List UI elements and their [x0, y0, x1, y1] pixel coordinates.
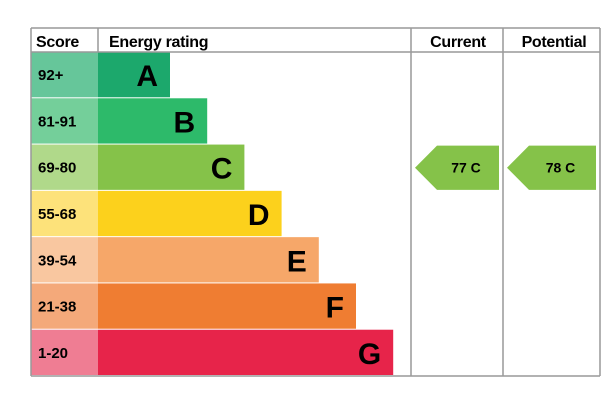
band-bar-f [98, 283, 356, 329]
energy-rating-header: Energy rating [109, 34, 208, 51]
score-range-d: 55-68 [38, 206, 76, 223]
potential-rating-label: 78 C [546, 160, 576, 176]
band-bar-c [98, 144, 245, 190]
band-letter-a: A [136, 60, 158, 93]
score-header: Score [36, 34, 79, 51]
band-letter-g: G [358, 338, 381, 371]
rating-indicators: 77 C 78 C [415, 145, 596, 190]
score-range-a: 92+ [38, 67, 64, 84]
score-range-f: 21-38 [38, 299, 76, 316]
band-bar-d [98, 190, 282, 237]
band-bar-a [98, 52, 170, 98]
score-cell-c [31, 144, 98, 190]
score-range-b: 81-91 [38, 113, 76, 130]
current-rating-arrow [415, 145, 499, 190]
potential-rating-arrow [507, 145, 596, 190]
score-cell-b [31, 98, 98, 144]
current-rating-label: 77 C [451, 160, 481, 176]
table-grid [30, 27, 601, 377]
score-cell-a [31, 52, 98, 98]
current-header: Current [430, 34, 487, 51]
band-letter-b: B [174, 106, 196, 139]
band-letter-f: F [326, 292, 344, 325]
score-range-g: 1-20 [38, 345, 68, 362]
band-bar-e [98, 237, 319, 283]
band-bar-b [98, 98, 208, 144]
score-cell-f [31, 283, 98, 329]
rating-bands: 92+ A 81-91 B 69-80 C 55-68 D 39-54 E 21-38 F 1-20 G [31, 52, 394, 375]
band-bar-g [98, 329, 394, 375]
potential-header: Potential [522, 34, 587, 51]
score-range-c: 69-80 [38, 160, 76, 177]
band-letter-c: C [211, 153, 233, 186]
score-cell-e [31, 237, 98, 283]
score-cell-g [31, 329, 98, 375]
band-letter-e: E [287, 245, 307, 278]
score-cell-d [31, 190, 98, 237]
score-range-e: 39-54 [38, 252, 77, 269]
band-letter-d: D [248, 199, 270, 232]
